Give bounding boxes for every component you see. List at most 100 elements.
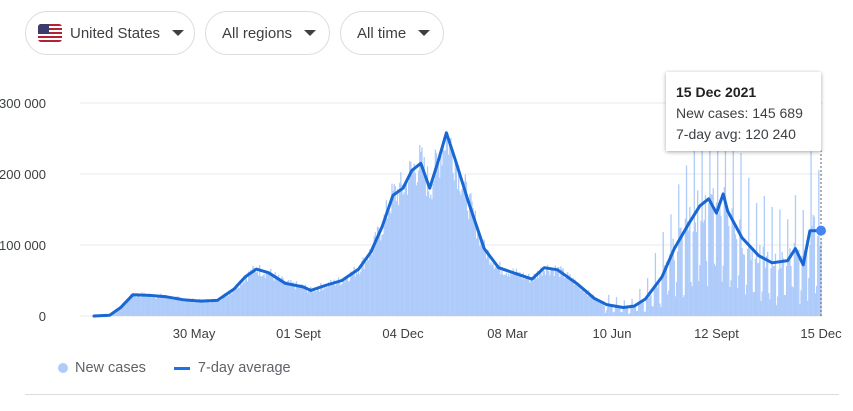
new-cases-bar [794,195,797,316]
new-cases-bar [532,281,534,316]
new-cases-bar [317,289,320,316]
new-cases-bar [695,232,698,316]
new-cases-bar [535,278,538,316]
new-cases-bar [624,307,627,316]
new-cases-bar [466,210,469,316]
new-cases-bar [665,261,668,316]
new-cases-bar [589,293,591,316]
new-cases-bar [246,281,249,316]
new-cases-bar [813,216,816,316]
cases-chart[interactable]: 0 100 000 200 000 300 000 30 May 01 Sept 04 De… [0,70,853,355]
new-cases-bar [202,300,204,316]
new-cases-bar [276,278,279,316]
new-cases-bar [115,311,117,316]
new-cases-bar [389,210,391,316]
new-cases-bar [502,275,504,316]
new-cases-bar [722,265,724,316]
time-filter[interactable]: All time [340,11,444,55]
new-cases-bar [136,293,139,316]
new-cases-bar [396,188,399,316]
new-cases-bar [134,295,136,316]
new-cases-bar [232,290,234,316]
new-cases-bar [691,286,693,316]
new-cases-bar [800,290,802,316]
new-cases-bar [758,262,760,316]
new-cases-bar [629,313,631,316]
new-cases-bar [394,186,396,316]
new-cases-bar [807,300,809,316]
new-cases-bar [177,296,180,316]
new-cases-bar [131,296,133,316]
new-cases-bar [445,131,448,316]
new-cases-bar [372,244,374,316]
new-cases-bar [555,270,558,316]
new-cases-bar [541,275,543,316]
new-cases-bar [142,296,144,316]
new-cases-bar [345,277,348,316]
region-filter[interactable]: All regions [205,11,330,55]
new-cases-bar [739,219,741,316]
new-cases-bar [797,250,799,316]
new-cases-bar [769,299,771,316]
new-cases-bar [182,299,184,316]
new-cases-bar [315,290,318,316]
new-cases-bar [626,305,629,316]
new-cases-bar [442,145,444,316]
new-cases-bar [347,281,350,316]
country-filter[interactable]: United States [25,11,195,55]
new-cases-bar [144,295,146,316]
new-cases-bar [582,289,584,316]
new-cases-bar [570,280,572,316]
new-cases-bar [817,236,819,316]
new-cases-bar [210,302,212,316]
new-cases-bar [395,201,398,316]
new-cases-bar [573,285,575,316]
new-cases-bar [773,266,776,316]
new-cases-bar [313,287,315,316]
new-cases-bar [563,277,565,316]
new-cases-bar [490,261,492,316]
new-cases-bar [448,154,450,316]
new-cases-bar [478,229,480,316]
new-cases-bar [123,305,125,316]
new-cases-bar [509,276,511,316]
new-cases-bar [480,235,482,316]
new-cases-bar [714,265,717,316]
new-cases-bar [252,265,254,316]
new-cases-bar [369,249,371,316]
new-cases-bar [764,267,767,316]
new-cases-bar [141,292,143,316]
avg-line [92,131,823,318]
new-cases-bar [264,277,266,316]
new-cases-bar [155,298,157,316]
new-cases-bar [656,287,659,316]
new-cases-bar [810,151,812,316]
highlight-point [816,225,826,236]
new-cases-bar [805,247,808,316]
x-tick-label: 08 Mar [487,326,528,341]
new-cases-bar [693,136,695,316]
new-cases-bar [367,260,370,316]
new-cases-bar [681,234,683,316]
new-cases-bar [173,299,175,316]
new-cases-bar [205,299,207,316]
new-cases-bar [383,214,385,316]
new-cases-bar [493,269,495,316]
new-cases-bar [569,274,571,316]
new-cases-bar [417,170,420,316]
new-cases-bar [579,284,581,316]
new-cases-bar [729,286,731,316]
new-cases-bar [754,258,757,316]
new-cases-bar [192,298,194,316]
new-cases-bar [236,288,239,316]
new-cases-bar [495,264,498,316]
new-cases-bar [121,306,123,316]
new-cases-bar [642,302,644,316]
new-cases-bar [171,296,173,316]
new-cases-bar [658,280,660,316]
new-cases-bar [194,301,196,316]
new-cases-bar [725,206,728,316]
new-cases-bar [633,304,635,316]
new-cases-bar [811,226,813,316]
new-cases-bar [374,232,376,316]
